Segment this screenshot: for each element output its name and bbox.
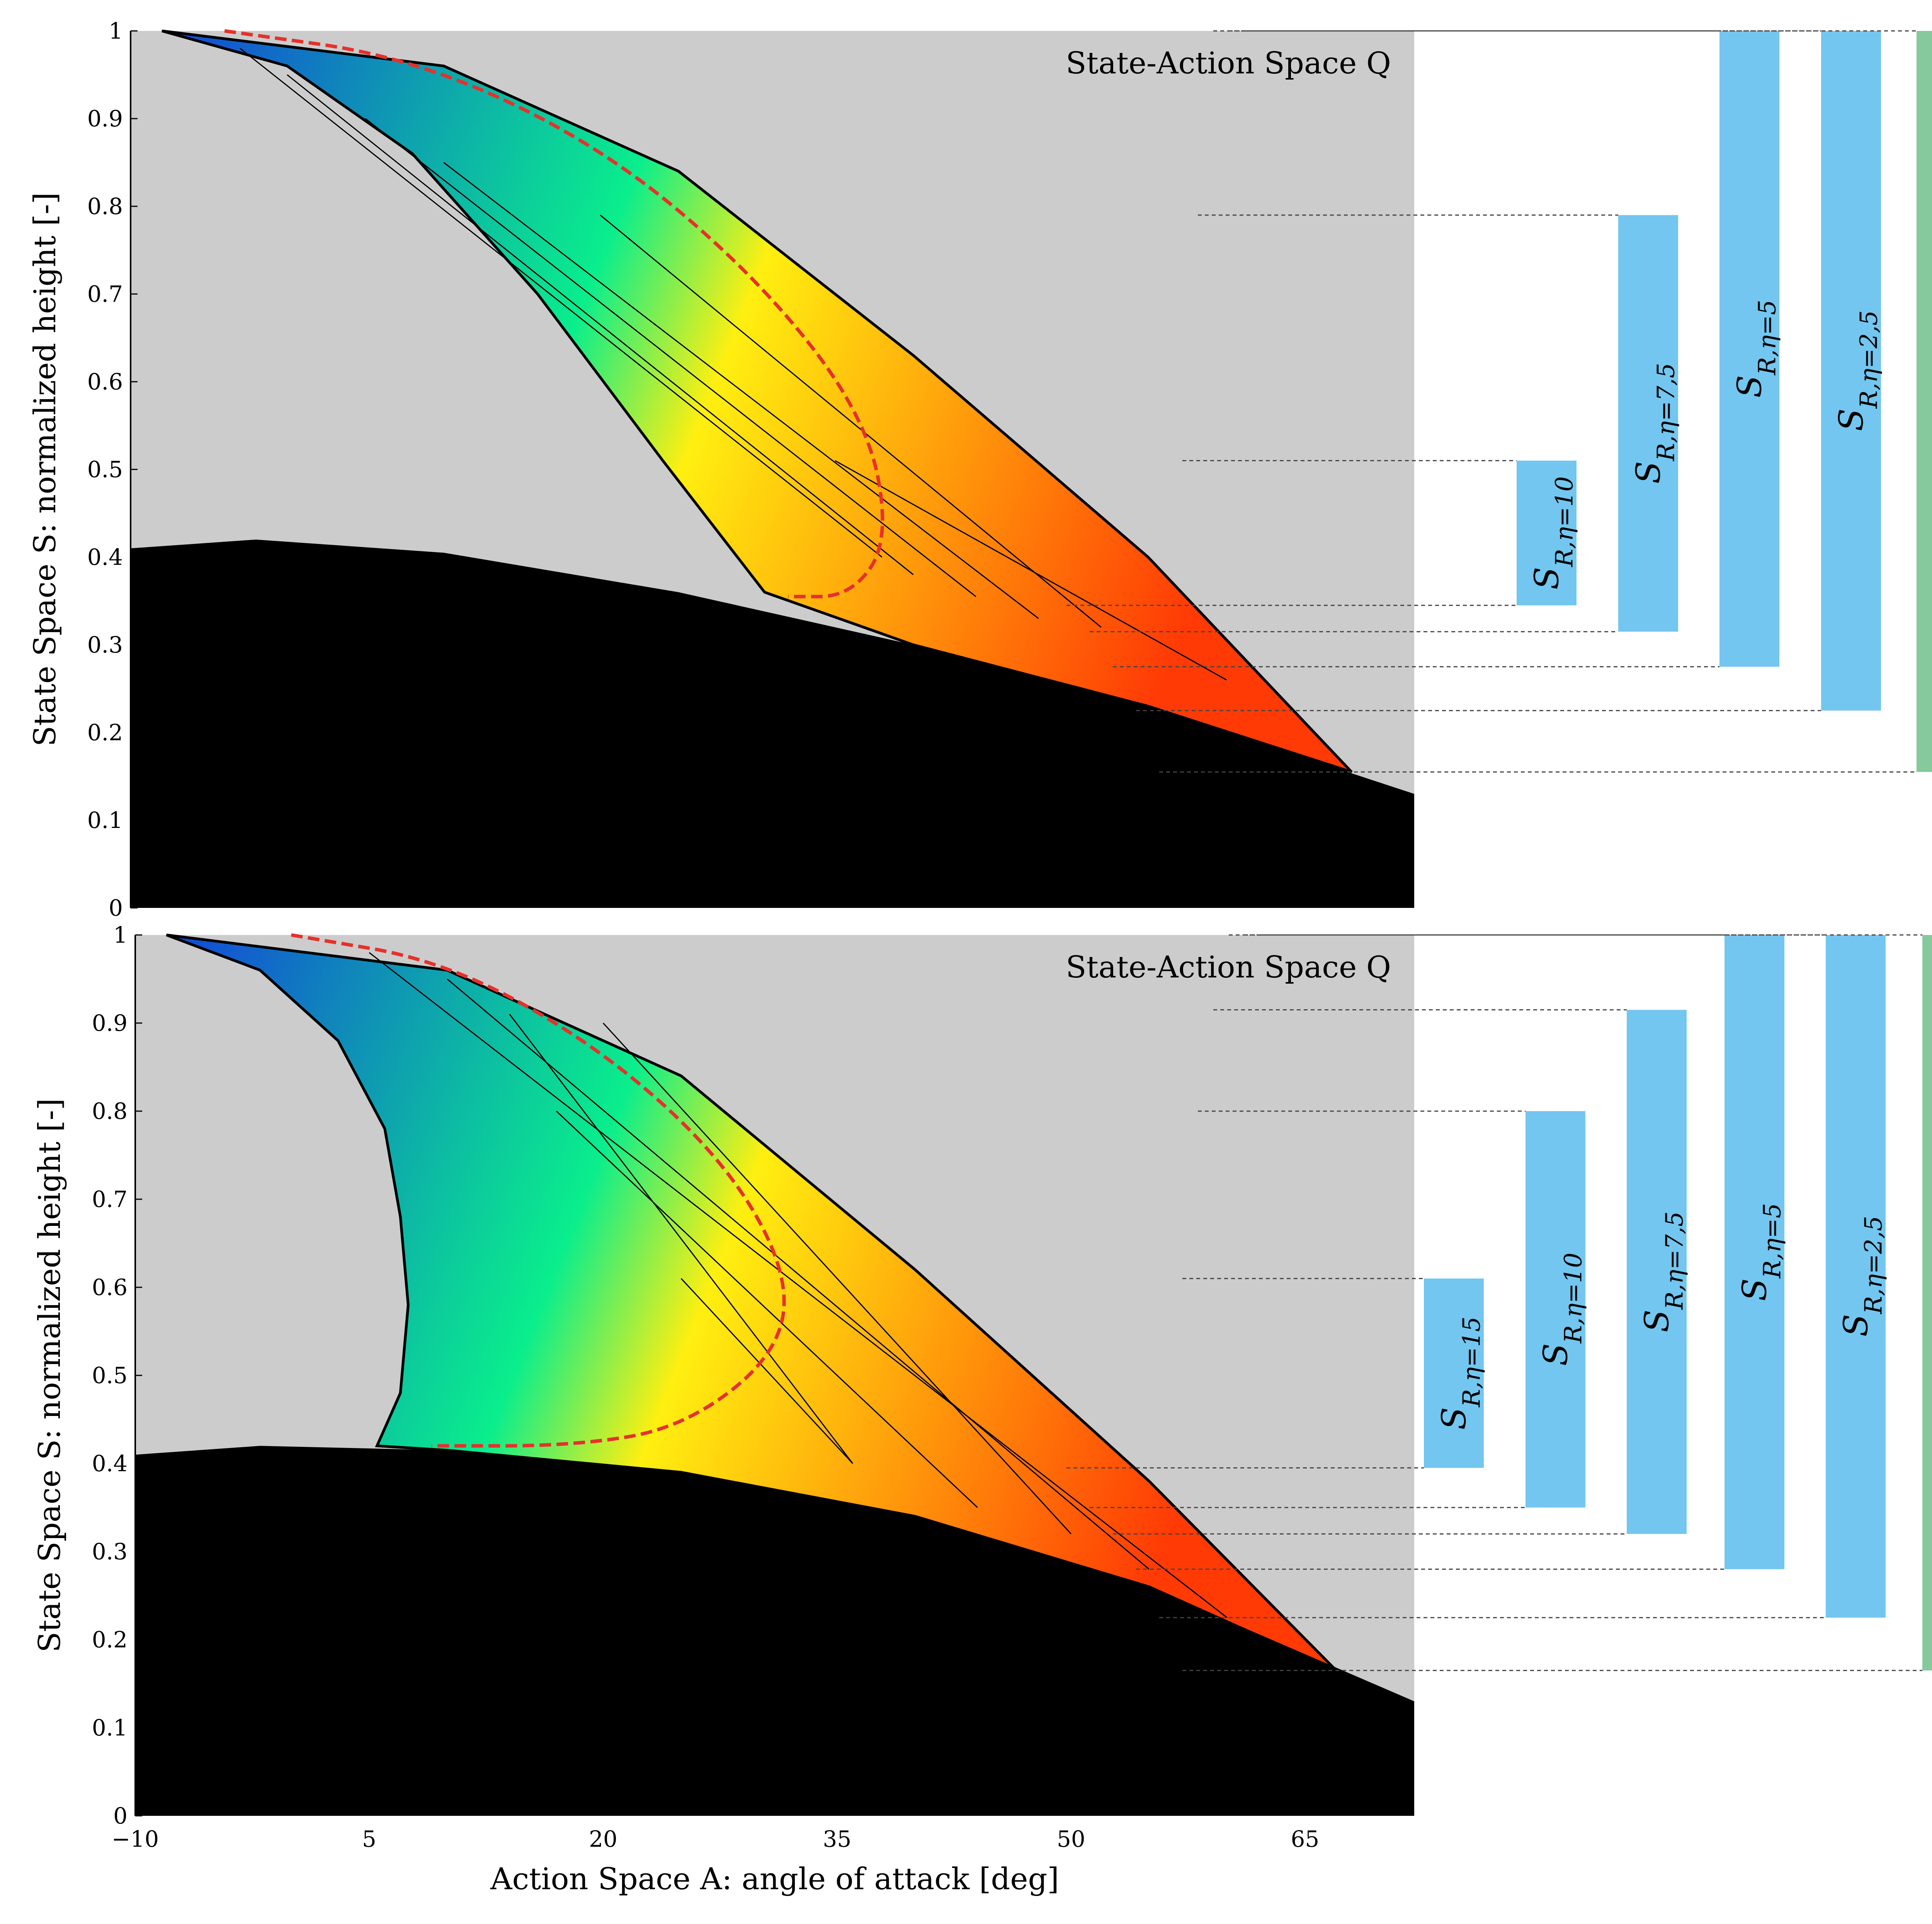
reach-set-bar: [1424, 1278, 1484, 1468]
reach-line-4: [600, 214, 1102, 628]
reach-line-3: [602, 1022, 1072, 1535]
reach-line-5: [835, 460, 1227, 681]
y-tick-label: 0.9: [87, 105, 123, 132]
bar-label: Viability Kernel SV: [1930, 233, 1932, 568]
y-tick-label: 0.1: [92, 1715, 128, 1741]
x-axis-label: Action Space A: angle of attack [deg]: [490, 1862, 1059, 1897]
bar-label: SR,η=15: [1435, 1317, 1486, 1430]
bar-label: SR,η=10: [1537, 1253, 1587, 1366]
viability-kernel-bar: [1922, 935, 1932, 1671]
y-axis-label: State Space S: normalized height [-]: [28, 192, 63, 746]
bar-label: SR,η=7,5: [1638, 1212, 1689, 1333]
reach-set-bar: [1719, 31, 1779, 667]
state-action-region: [162, 29, 1353, 773]
reach-set-bar: [1627, 1010, 1687, 1534]
y-tick-label: 1: [109, 18, 123, 44]
x-tick-label: 65: [1291, 1826, 1320, 1852]
y-tick-label: 0.4: [87, 544, 123, 570]
bar-label: SR,η=7,5: [1629, 363, 1680, 484]
bar-label: SR,η=10: [1528, 476, 1578, 590]
x-tick-label: 50: [1057, 1826, 1085, 1852]
reach-line-2: [365, 118, 976, 597]
y-tick-label: 0.5: [92, 1362, 128, 1389]
reach-line-0: [509, 1014, 854, 1464]
y-tick-label: 0.5: [87, 456, 123, 483]
x-tick-label: −10: [112, 1826, 159, 1852]
x-tick-label: 5: [362, 1826, 376, 1852]
reach-line-3: [443, 162, 1039, 619]
y-tick-label: 0.8: [87, 193, 123, 219]
y-tick-label: 0.6: [87, 369, 123, 395]
y-tick-label: 0.2: [92, 1627, 128, 1653]
y-tick-label: 0.2: [87, 719, 123, 746]
ground-region: [131, 539, 1414, 908]
reach-set-bar: [1618, 215, 1678, 632]
x-tick-label: 20: [589, 1826, 617, 1852]
y-tick-label: 0: [113, 1803, 128, 1829]
reach-line-1: [287, 74, 914, 575]
ground-region: [135, 1446, 1414, 1816]
y-tick-label: 0.6: [92, 1274, 128, 1300]
reach-set-bar: [1821, 31, 1881, 711]
y-tick-label: 0.7: [92, 1186, 128, 1212]
viability-kernel-bar: [1917, 31, 1932, 772]
reach-set-bar: [1526, 1111, 1585, 1508]
y-tick-label: 0: [109, 895, 123, 921]
y-tick-label: 0.3: [92, 1538, 128, 1565]
reach-line-1: [556, 1110, 978, 1508]
bar-label: SR,η=5: [1736, 1203, 1786, 1301]
reach-line-0: [240, 48, 883, 558]
reach-line-5: [369, 952, 1228, 1618]
y-tick-label: 1: [113, 922, 128, 948]
bar-label: SR,η=5: [1731, 300, 1781, 398]
reach-set-bar: [1517, 461, 1577, 605]
reach-line-4: [447, 978, 1150, 1570]
panel-bottom: 0 0.1 0.2 0.3 0.4 0.5 0.6 0.7 0.8 0.9 1 −10 5 20 35 50 6…: [32, 922, 1932, 1897]
y-axis-label: State Space S: normalized height [-]: [32, 1098, 67, 1652]
reach-set-bar: [1826, 935, 1886, 1618]
panel-top: 0 0.1 0.2 0.3 0.4 0.5 0.6 0.7 0.8 0.9 1 State-Actio…: [28, 18, 1932, 921]
viability-boundary: [224, 29, 884, 598]
plot-title: State-Action Space Q: [1066, 46, 1391, 81]
y-tick-label: 0.7: [87, 281, 123, 307]
reach-set-bar: [1725, 935, 1784, 1569]
bar-label: SR,η=2,5: [1832, 310, 1883, 431]
viability-boundary: [291, 933, 786, 1448]
state-action-region: [166, 933, 1337, 1672]
bar-label: SR,η=2,5: [1837, 1216, 1888, 1337]
y-tick-label: 0.9: [92, 1010, 128, 1036]
x-tick-label: 35: [823, 1826, 852, 1852]
y-tick-label: 0.8: [92, 1098, 128, 1124]
y-tick-label: 0.1: [87, 807, 123, 833]
plot-title: State-Action Space Q: [1066, 950, 1391, 985]
reach-line-2: [680, 1278, 853, 1464]
y-tick-label: 0.3: [87, 632, 123, 658]
y-tick-label: 0.4: [92, 1450, 128, 1477]
